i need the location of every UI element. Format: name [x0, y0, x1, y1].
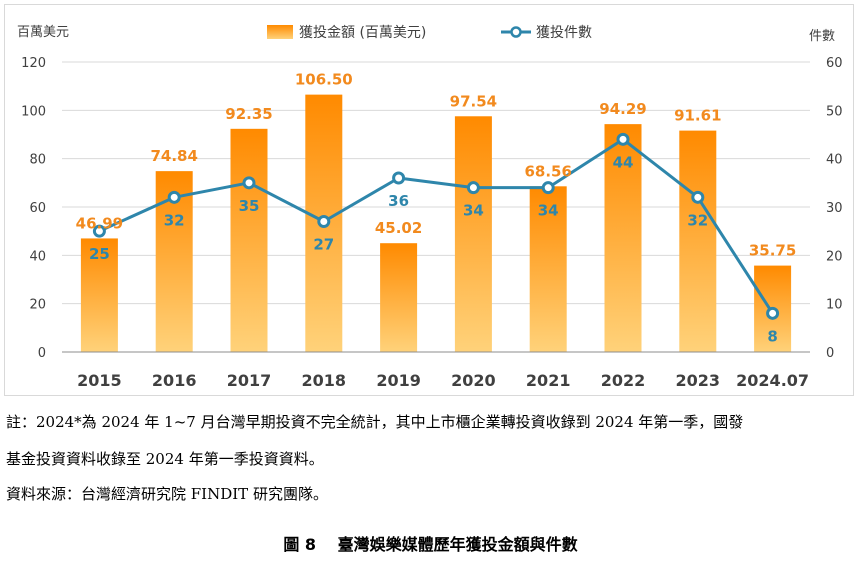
x-tick-label: 2024.07 [736, 371, 809, 390]
y-left-tick-label: 0 [38, 346, 46, 361]
legend-line-label: 獲投件數 [536, 25, 592, 41]
y-right-tick-label: 40 [826, 153, 843, 168]
y-right-tick-label: 30 [826, 201, 843, 216]
legend: 獲投金額 (百萬美元) 獲投件數 [267, 25, 592, 41]
y-right-tick-label: 10 [826, 298, 843, 313]
figure-caption: 圖 8 臺灣娛樂媒體歷年獲投金額與件數 [283, 535, 578, 554]
legend-bar-label: 獲投金額 (百萬美元) [299, 25, 426, 41]
x-tick-label: 2023 [676, 371, 721, 390]
bar-2021 [529, 186, 567, 352]
y-left-tick-label: 40 [29, 249, 46, 264]
line-value-label: 36 [388, 192, 409, 210]
legend-bar-swatch [267, 25, 293, 39]
x-tick-label: 2019 [376, 371, 421, 390]
y-left-tick-label: 80 [29, 153, 46, 168]
bar-2017 [230, 128, 268, 352]
line-point-2022 [616, 132, 630, 146]
line-value-label: 32 [164, 211, 185, 229]
line-value-label: 35 [239, 197, 260, 215]
bar-value-label: 45.02 [375, 219, 422, 237]
x-tick-label: 2020 [451, 371, 496, 390]
x-tick-label: 2017 [227, 371, 272, 390]
x-tick-label: 2016 [152, 371, 197, 390]
line-point-2024.07 [766, 306, 780, 320]
y-right-tick-label: 20 [826, 249, 843, 264]
bar-value-label: 74.84 [150, 147, 197, 165]
line-point-2016 [167, 190, 181, 204]
x-tick-label: 2015 [77, 371, 122, 390]
line-point-2017 [242, 176, 256, 190]
line-series [92, 132, 780, 320]
x-tick-label: 2018 [302, 371, 347, 390]
line-value-label: 34 [538, 202, 559, 220]
bar-2019 [380, 243, 418, 352]
bar-2015 [80, 238, 118, 352]
y-left-axis-title: 百萬美元 [17, 25, 69, 40]
axes: 0 20 40 60 80 100 120 0 10 20 30 40 50 60 百萬美元 件數 2015 20… [17, 25, 843, 390]
line-point-2023 [691, 190, 705, 204]
line-point-2020 [466, 181, 480, 195]
y-right-tick-label: 0 [826, 346, 834, 361]
bar-value-label: 68.56 [524, 162, 571, 180]
footnote-line-2: 基金投資資料收錄至 2024 年第一季投資資料。 [6, 450, 324, 468]
bar-value-label: 35.75 [749, 242, 796, 260]
x-tick-label: 2021 [526, 371, 571, 390]
line-value-label: 8 [767, 327, 777, 345]
line-point-2019 [392, 171, 406, 185]
y-right-tick-label: 60 [826, 56, 843, 71]
bar-2022 [604, 124, 642, 352]
bar-2023 [679, 130, 717, 352]
y-left-tick-label: 60 [29, 201, 46, 216]
line-series-path [98, 137, 774, 315]
y-right-tick-label: 50 [826, 104, 843, 119]
bar-value-label: 46.99 [76, 214, 123, 232]
bar-value-label: 94.29 [599, 100, 646, 118]
data-labels: 46.99 74.84 92.35 106.50 45.02 97.54 68.56 94.2… [76, 71, 797, 346]
bar-series [80, 94, 792, 352]
line-value-label: 34 [463, 202, 484, 220]
y-right-axis-title: 件數 [809, 29, 835, 44]
footnote-line-1: 註：2024*為 2024 年 1~7 月台灣早期投資不完全統計，其中上市櫃企業… [6, 413, 744, 431]
legend-line-marker [510, 26, 522, 38]
line-value-label: 27 [313, 236, 334, 254]
bar-2020 [454, 116, 492, 352]
chart: 46.99 74.84 92.35 106.50 45.02 97.54 68.56 94.2… [17, 25, 843, 390]
line-value-label: 44 [613, 153, 634, 171]
bar-value-label: 97.54 [450, 92, 497, 110]
bar-value-label: 92.35 [225, 105, 272, 123]
y-left-tick-label: 100 [21, 104, 46, 119]
line-point-2021 [541, 181, 555, 195]
bar-value-label: 91.61 [674, 107, 721, 125]
line-value-label: 32 [687, 211, 708, 229]
y-left-tick-label: 20 [29, 298, 46, 313]
line-point-2018 [317, 215, 331, 228]
y-left-tick-label: 120 [21, 56, 46, 71]
bar-value-label: 106.50 [295, 71, 353, 89]
line-value-label: 25 [89, 245, 110, 263]
line-point-2015 [92, 224, 106, 238]
x-tick-label: 2022 [601, 371, 646, 390]
chart-container: 46.99 74.84 92.35 106.50 45.02 97.54 68.56 94.2… [4, 4, 854, 396]
source-note: 資料來源：台灣經濟研究院 FINDIT 研究團隊。 [6, 485, 328, 503]
